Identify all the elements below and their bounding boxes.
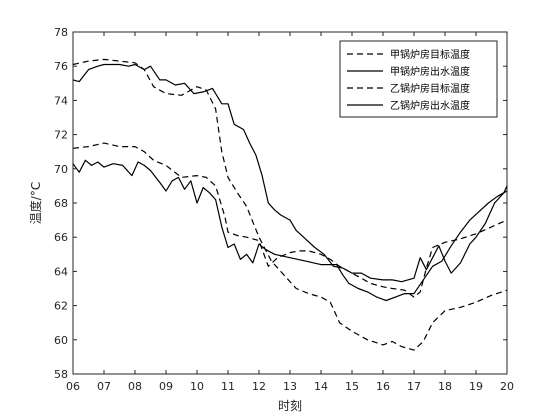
- x-tick-label: 13: [283, 380, 297, 393]
- x-tick-label: 19: [469, 380, 483, 393]
- y-tick-label: 60: [54, 334, 68, 347]
- y-tick-label: 62: [54, 300, 68, 313]
- x-axis-ticks: 06 07 08 09 10 11 12 13 14 15 16 17 18 19 20: [66, 32, 514, 393]
- x-tick-label: 06: [66, 380, 80, 393]
- x-tick-label: 16: [376, 380, 390, 393]
- x-tick-label: 11: [221, 380, 235, 393]
- legend-label: 甲锅炉房出水温度: [390, 65, 470, 78]
- series-line-1: [72, 58, 508, 351]
- x-tick-label: 12: [252, 380, 266, 393]
- y-tick-label: 76: [54, 60, 68, 73]
- x-axis-label: 时刻: [278, 399, 302, 413]
- x-tick-label: 07: [97, 380, 111, 393]
- legend-label: 甲锅炉房目标温度: [390, 48, 470, 61]
- y-tick-label: 78: [54, 26, 68, 39]
- legend-label: 乙锅炉房出水温度: [390, 99, 470, 112]
- y-tick-label: 68: [54, 197, 68, 210]
- y-tick-label: 64: [54, 265, 68, 278]
- y-tick-label: 72: [54, 129, 68, 142]
- x-tick-label: 14: [314, 380, 328, 393]
- series-line-4: [72, 159, 508, 302]
- x-tick-label: 17: [407, 380, 421, 393]
- y-axis-ticks: 58 60 62 64 66 68 70 72 74 76 78: [54, 26, 507, 381]
- y-tick-label: 70: [54, 163, 68, 176]
- y-tick-label: 58: [54, 368, 68, 381]
- legend-box: [339, 40, 498, 118]
- x-tick-label: 15: [345, 380, 359, 393]
- series-line-3: [72, 142, 508, 298]
- x-tick-label: 09: [159, 380, 173, 393]
- series-layer: [72, 58, 508, 351]
- legend-label: 乙锅炉房目标温度: [390, 82, 470, 95]
- y-axis-label: 温度/°C: [28, 182, 43, 224]
- y-tick-label: 74: [54, 94, 68, 107]
- x-tick-label: 08: [128, 380, 142, 393]
- x-tick-label: 20: [500, 380, 514, 393]
- y-tick-label: 66: [54, 231, 68, 244]
- series-line-2: [72, 63, 508, 283]
- x-tick-label: 10: [190, 380, 204, 393]
- x-tick-label: 18: [438, 380, 452, 393]
